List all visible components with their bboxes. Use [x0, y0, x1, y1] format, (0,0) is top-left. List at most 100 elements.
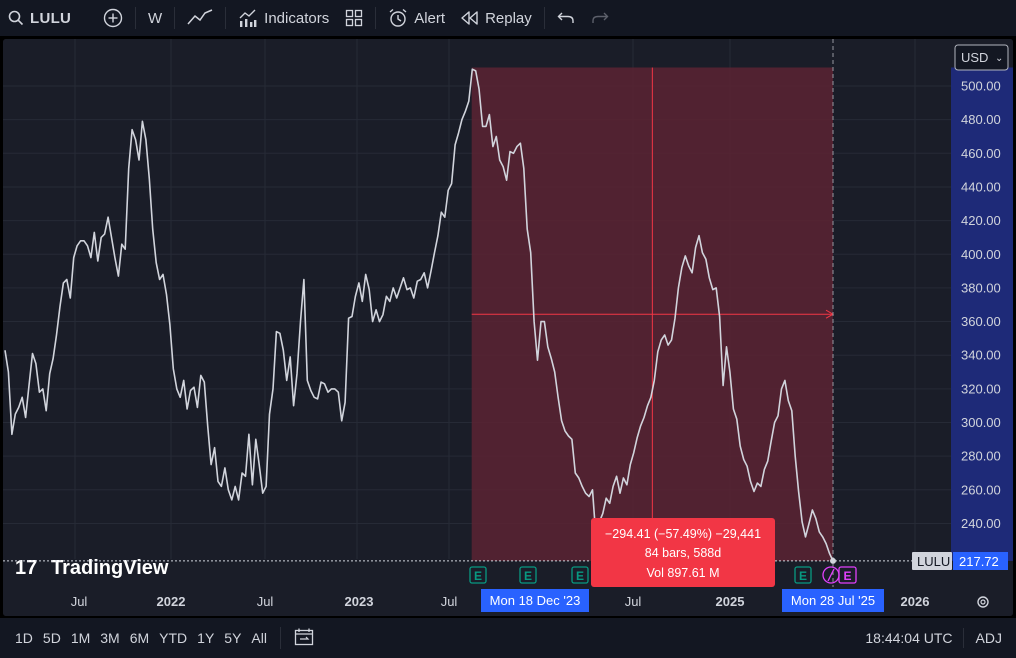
- currency-label: USD: [961, 50, 988, 65]
- y-tick-label: 460.00: [961, 146, 1001, 161]
- separator: [279, 627, 281, 649]
- earnings-icon: E: [469, 566, 487, 584]
- grid-layout-icon: [346, 9, 363, 27]
- rewind-icon: [461, 11, 478, 25]
- separator: [135, 7, 136, 29]
- earnings-e-label: E: [524, 569, 532, 583]
- measure-end-date-label: Mon 28 Jul '25: [791, 593, 875, 608]
- plus-circle-icon: [103, 8, 123, 28]
- y-tick-label: 240.00: [961, 516, 1001, 531]
- earnings-icon: E: [519, 566, 537, 584]
- separator: [225, 7, 227, 29]
- gear-icon[interactable]: [977, 596, 989, 608]
- alert-label: Alert: [414, 9, 446, 27]
- x-tick-label: Jul: [625, 594, 642, 609]
- interval-button[interactable]: W: [140, 0, 170, 36]
- last-price-label: 217.72: [959, 554, 999, 569]
- y-tick-label: 260.00: [961, 482, 1001, 497]
- price-series-line: [4, 68, 834, 562]
- dividend-split-marker[interactable]: E: [822, 566, 857, 584]
- time-axis[interactable]: Jul 2022 Jul 2023 Jul Jul 2025 2026: [71, 594, 930, 609]
- range-ytd-button[interactable]: YTD: [159, 630, 188, 646]
- earnings-e-label: E: [474, 569, 482, 583]
- x-tick-label: Jul: [257, 594, 274, 609]
- bottom-toolbar: 1D 5D 1M 3M 6M YTD 1Y 5Y All 18:44:04 UT…: [0, 618, 1016, 658]
- calendar-range-icon: [294, 628, 314, 645]
- measure-bars-text: 84 bars, 588d: [645, 546, 721, 560]
- x-tick-label: 2026: [901, 594, 930, 609]
- top-toolbar: LULU W Indicators Alert Replay: [0, 0, 1016, 36]
- search-icon: [8, 10, 24, 26]
- range-5y-button[interactable]: 5Y: [224, 630, 242, 646]
- y-tick-label: 280.00: [961, 449, 1001, 464]
- chevron-down-icon: ⌄: [995, 53, 1003, 64]
- earnings-e-label: E: [576, 569, 584, 583]
- tradingview-logo: 17 TradingView: [15, 557, 169, 579]
- undo-button[interactable]: [549, 0, 583, 36]
- logo-glyph: 17: [15, 557, 37, 579]
- y-axis-labels: 500.00 480.00 460.00 440.00 420.00 400.00 380.…: [961, 79, 1001, 531]
- measure-change-text: −294.41 (−57.49%) −29,441: [605, 527, 761, 541]
- earnings-icon: E: [571, 566, 589, 584]
- range-all-button[interactable]: All: [251, 630, 267, 646]
- replay-button[interactable]: Replay: [453, 0, 540, 36]
- x-tick-label: 2022: [157, 594, 186, 609]
- price-chart[interactable]: 17 TradingView 500.00 480.00 460.00 440.00 4…: [3, 39, 1013, 616]
- x-tick-label: 2023: [345, 594, 374, 609]
- range-5d-button[interactable]: 5D: [42, 630, 61, 646]
- x-tick-label: Jul: [441, 594, 458, 609]
- range-1m-button[interactable]: 1M: [70, 630, 91, 646]
- alarm-clock-icon: [389, 8, 407, 27]
- indicators-label: Indicators: [264, 9, 330, 27]
- measure-end-date: Mon 28 Jul '25: [782, 589, 884, 612]
- y-tick-label: 320.00: [961, 381, 1001, 396]
- currency-selector[interactable]: USD ⌄: [954, 44, 1009, 71]
- y-tick-label: 480.00: [961, 112, 1001, 127]
- chart-pane[interactable]: 17 TradingView 500.00 480.00 460.00 440.00 4…: [3, 39, 1013, 616]
- measure-volume-text: Vol 897.61 M: [647, 566, 720, 580]
- symbol-search[interactable]: LULU: [0, 0, 95, 36]
- y-tick-label: 500.00: [961, 79, 1001, 94]
- earnings-icon: E: [794, 566, 812, 584]
- redo-button[interactable]: [583, 0, 617, 36]
- symbol-price-label: LULU 217.72: [912, 552, 1008, 570]
- range-6m-button[interactable]: 6M: [129, 630, 150, 646]
- chart-type-button[interactable]: [179, 0, 221, 36]
- compare-symbol-button[interactable]: [95, 0, 131, 36]
- indicators-icon: [239, 9, 257, 27]
- adjust-dividends-button[interactable]: ADJ: [975, 630, 1002, 646]
- separator: [962, 628, 964, 648]
- y-tick-label: 400.00: [961, 247, 1001, 262]
- range-1d-button[interactable]: 1D: [15, 630, 33, 646]
- measure-start-date: Mon 18 Dec '23: [481, 589, 589, 612]
- logo-text: TradingView: [51, 557, 169, 579]
- range-3m-button[interactable]: 3M: [100, 630, 120, 646]
- layout-button[interactable]: [337, 0, 371, 36]
- replay-label: Replay: [485, 9, 532, 27]
- redo-icon: [592, 12, 609, 23]
- y-tick-label: 380.00: [961, 280, 1001, 295]
- alert-button[interactable]: Alert: [380, 0, 453, 36]
- earnings-e-label: E: [799, 569, 807, 583]
- separator: [543, 7, 545, 29]
- last-price-dot: [830, 557, 836, 564]
- range-1y-button[interactable]: 1Y: [197, 630, 215, 646]
- separator: [375, 7, 377, 29]
- line-chart-icon: [187, 9, 213, 25]
- y-tick-label: 360.00: [961, 314, 1001, 329]
- symbol-tag: LULU: [917, 554, 950, 569]
- bottom-right-group: 18:44:04 UTC ADJ: [855, 618, 1016, 658]
- undo-icon: [557, 12, 574, 23]
- date-range-button[interactable]: [289, 628, 319, 649]
- utc-clock[interactable]: 18:44:04 UTC: [865, 630, 953, 646]
- interval-label: W: [148, 9, 163, 27]
- y-tick-label: 420.00: [961, 213, 1001, 228]
- indicators-button[interactable]: Indicators: [230, 0, 337, 36]
- measure-info-box: −294.41 (−57.49%) −29,441 84 bars, 588d …: [591, 518, 775, 587]
- x-tick-label: 2025: [716, 594, 745, 609]
- symbol-label: LULU: [30, 9, 72, 27]
- y-tick-label: 440.00: [961, 179, 1001, 194]
- measure-start-date-label: Mon 18 Dec '23: [490, 593, 581, 608]
- y-tick-label: 300.00: [961, 415, 1001, 430]
